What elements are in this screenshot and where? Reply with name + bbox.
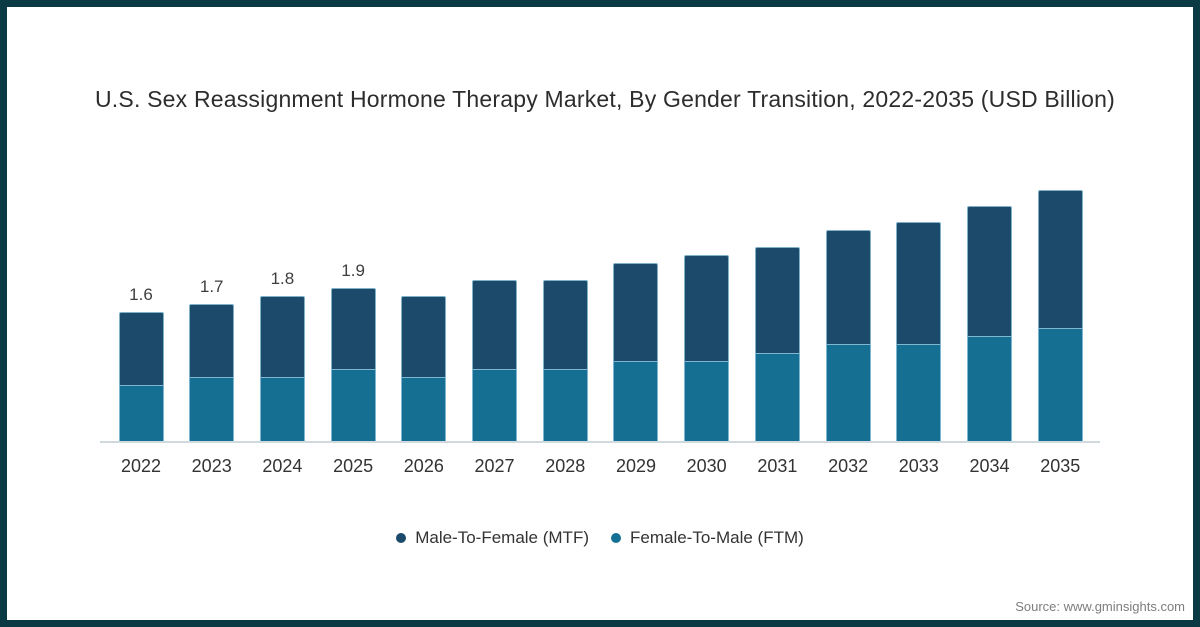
bar-segment-mtf[interactable]	[118, 312, 164, 385]
bar-2025[interactable]	[330, 288, 376, 442]
bar-2027[interactable]	[472, 280, 518, 442]
x-axis-label: 2023	[191, 456, 232, 476]
plot-area: 1.6 1.7 1.8 1.9	[100, 7, 1100, 442]
bar-segment-ftm[interactable]	[613, 361, 659, 442]
bar-segment-ftm[interactable]	[684, 361, 730, 442]
bar-segment-ftm[interactable]	[896, 344, 942, 442]
x-axis-label: 2032	[828, 456, 869, 476]
x-axis-label: 2024	[262, 456, 303, 476]
bar-segment-mtf[interactable]	[259, 296, 305, 377]
x-axis-label: 2030	[686, 456, 727, 476]
legend-label-mtf: Male-To-Female (MTF)	[415, 528, 589, 547]
chart-title: U.S. Sex Reassignment Hormone Therapy Ma…	[95, 86, 1116, 112]
bar-segment-ftm[interactable]	[967, 336, 1013, 442]
x-axis-label: 2035	[1040, 456, 1081, 476]
bar-segment-ftm[interactable]	[189, 377, 235, 442]
bar-segment-mtf[interactable]	[1037, 190, 1083, 328]
bar-segment-ftm[interactable]	[259, 377, 305, 442]
bar-value-label: 1.6	[129, 285, 153, 304]
x-axis-label: 2034	[969, 456, 1010, 476]
bar-value-label: 1.8	[270, 269, 295, 288]
x-axis-label: 2033	[898, 456, 939, 476]
bar-2033[interactable]	[896, 222, 942, 442]
legend-label-ftm: Female-To-Male (FTM)	[630, 528, 804, 547]
x-axis-label: 2027	[474, 456, 515, 476]
bar-2032[interactable]	[825, 230, 871, 442]
bar-2022[interactable]	[118, 312, 164, 442]
legend-item-mtf[interactable]: Male-To-Female (MTF)	[396, 528, 589, 548]
bar-segment-ftm[interactable]	[754, 353, 800, 442]
bar-value-label: 1.7	[199, 277, 224, 296]
bar-segment-mtf[interactable]	[472, 280, 518, 369]
bar-2031[interactable]	[754, 247, 800, 442]
bar-2030[interactable]	[684, 255, 730, 442]
bar-segment-ftm[interactable]	[542, 369, 588, 442]
x-axis-label: 2026	[403, 456, 444, 476]
bar-segment-mtf[interactable]	[542, 280, 588, 369]
bar-segment-ftm[interactable]	[330, 369, 376, 442]
bar-2029[interactable]	[613, 263, 659, 442]
legend-marker-ftm-icon	[611, 533, 621, 543]
source-credit: Source: www.gminsights.com	[1015, 599, 1185, 614]
bar-segment-ftm[interactable]	[825, 344, 871, 442]
bar-2028[interactable]	[542, 280, 588, 442]
bar-2035[interactable]	[1037, 190, 1083, 442]
bar-segment-ftm[interactable]	[401, 377, 447, 442]
bar-value-label: 1.9	[341, 261, 365, 280]
bar-segment-ftm[interactable]	[118, 385, 164, 442]
bar-segment-mtf[interactable]	[684, 255, 730, 361]
bar-2034[interactable]	[967, 206, 1013, 442]
legend: Male-To-Female (MTF) Female-To-Male (FTM…	[7, 528, 1193, 548]
bar-segment-mtf[interactable]	[967, 206, 1013, 336]
bar-2023[interactable]	[189, 304, 235, 442]
bar-segment-mtf[interactable]	[613, 263, 659, 361]
bar-segment-mtf[interactable]	[330, 288, 376, 369]
bar-segment-mtf[interactable]	[754, 247, 800, 353]
legend-marker-mtf-icon	[396, 533, 407, 543]
x-axis-label: 2028	[545, 456, 586, 476]
bar-segment-ftm[interactable]	[1037, 328, 1083, 442]
bar-2024[interactable]	[259, 296, 305, 442]
x-axis-line	[100, 441, 1100, 443]
bar-segment-mtf[interactable]	[825, 230, 871, 344]
bar-segment-ftm[interactable]	[472, 369, 518, 442]
bar-segment-mtf[interactable]	[401, 296, 447, 377]
x-axis-label: 2022	[120, 456, 162, 476]
bar-2026[interactable]	[401, 296, 447, 442]
x-axis-label: 2029	[615, 456, 656, 476]
bar-segment-mtf[interactable]	[189, 304, 235, 377]
x-axis-label: 2031	[757, 456, 798, 476]
x-axis-label: 2025	[333, 456, 374, 476]
legend-item-ftm[interactable]: Female-To-Male (FTM)	[611, 528, 804, 548]
bar-segment-mtf[interactable]	[896, 222, 942, 344]
